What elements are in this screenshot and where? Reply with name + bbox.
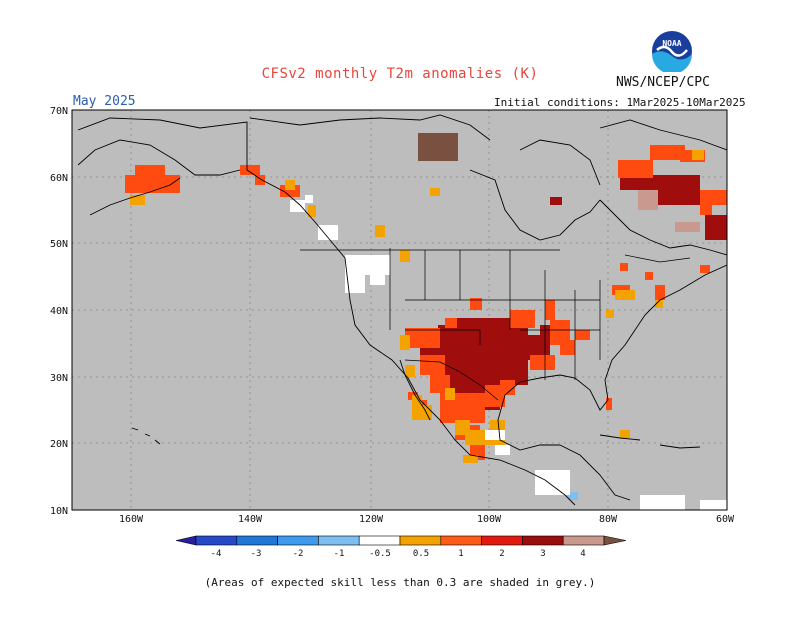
lat-label: 30N (50, 373, 68, 384)
colorbar-bin (440, 535, 482, 546)
colorbar-bin (481, 535, 523, 546)
lat-label: 60N (50, 173, 68, 184)
colorbar-label: 0.5 (413, 549, 429, 559)
anomaly-0-5-1K (130, 150, 704, 463)
lat-label: 70N (50, 106, 68, 117)
anomaly-3-4K (638, 190, 700, 232)
noaa-logo-icon: NOAA (652, 31, 692, 72)
colorbar (175, 535, 627, 546)
colorbar-label: 2 (499, 549, 504, 559)
colorbar-bin (358, 535, 401, 546)
colorbar-label: 3 (540, 549, 545, 559)
colorbar-bin (318, 535, 360, 546)
colorbar-bin (562, 535, 605, 546)
colorbar-labels: -4 -3 -2 -1 -0.5 0.5 1 2 3 4 (211, 549, 586, 559)
colorbar-label: -1 (334, 549, 345, 559)
anomaly-gt4K (418, 133, 458, 161)
lon-label: 120W (359, 514, 384, 525)
lon-label: 140W (238, 514, 263, 525)
colorbar-bin (236, 535, 278, 546)
colorbar-bin (175, 535, 197, 546)
coastlines (77, 114, 727, 506)
lon-label: 60W (716, 514, 735, 525)
colorbar-bin (603, 535, 627, 546)
colorbar-label: -0.5 (369, 549, 391, 559)
lat-label: 50N (50, 239, 68, 250)
forecast-month: May 2025 (73, 94, 136, 109)
lon-label: 160W (119, 514, 144, 525)
agency-label: NWS/NCEP/CPC (616, 75, 710, 90)
colorbar-label: -3 (251, 549, 262, 559)
map-background (71, 109, 728, 511)
borders (300, 248, 691, 401)
colorbar-label: -4 (211, 549, 222, 559)
anomaly-2-3K (420, 175, 727, 410)
footnote: (Areas of expected skill less than 0.3 a… (204, 576, 596, 589)
colorbar-label: -2 (293, 549, 304, 559)
logo-text: NOAA (662, 39, 681, 48)
colorbar-label: 1 (458, 549, 463, 559)
colorbar-bin (399, 535, 442, 546)
map-title: CFSv2 monthly T2m anomalies (K) (261, 66, 539, 82)
colorbar-label: 4 (580, 549, 585, 559)
anomaly-near-zero (290, 195, 727, 510)
lon-label: 80W (599, 514, 618, 525)
lat-label: 40N (50, 306, 68, 317)
colorbar-bin (522, 535, 564, 546)
lon-label: 100W (477, 514, 502, 525)
colorbar-bin (277, 535, 319, 546)
graticule (72, 110, 727, 510)
anomaly-1-2K (125, 145, 727, 460)
lat-label: 10N (50, 506, 68, 517)
lat-label: 20N (50, 439, 68, 450)
anomaly-neg-0-5-1K (568, 492, 578, 500)
colorbar-bin (195, 535, 238, 546)
initial-conditions: Initial conditions: 1Mar2025-10Mar2025 (494, 96, 746, 109)
